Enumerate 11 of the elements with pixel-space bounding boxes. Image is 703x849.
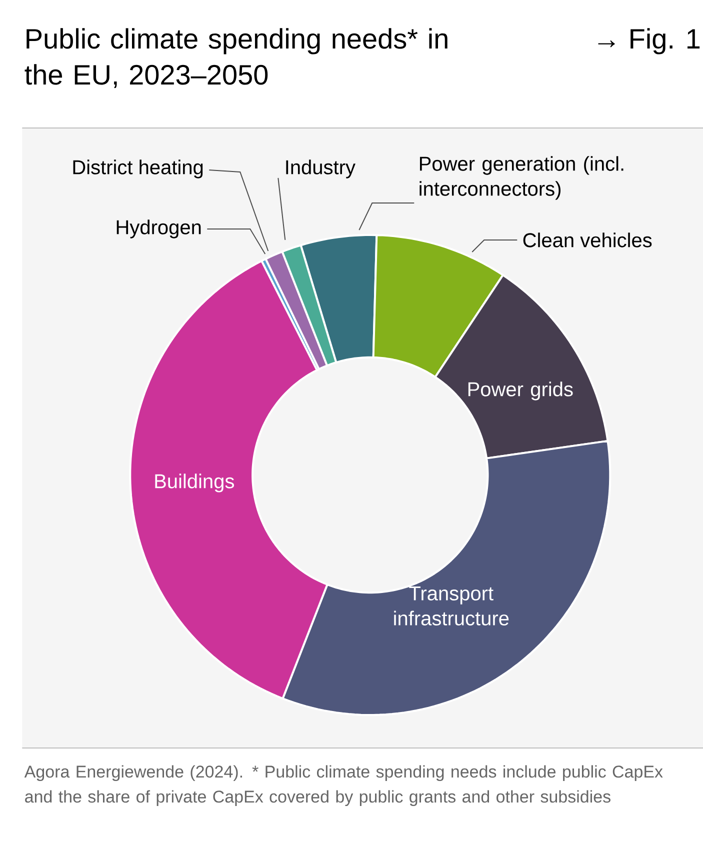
slice-label: Hydrogen [116,220,201,238]
slice-label: District heating [73,160,203,178]
slice-label: Transport infrastructure [394,586,509,626]
slice-label: Buildings [155,474,234,492]
chart-title: Public climate spending needs* in the EU, 2023–2050 [24,28,448,88]
slice-label: Industry [286,160,356,178]
slice-label: Clean vehicles [523,232,652,248]
text: → Fig. 1 [598,28,700,54]
slice-label: Power generation (incl. interconnectors) [420,156,624,200]
slice-label: Power grids [468,382,573,400]
text: Agora Energiewende (2024). * Public climate spending needs include public CapEx and the share of private CapEx covered by public grants and other subsidies [24,765,663,806]
